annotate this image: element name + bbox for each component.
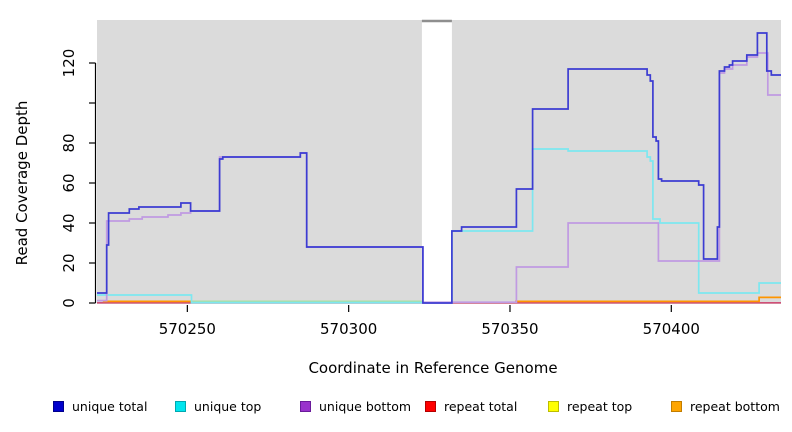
x-tick-label: 570250 [159, 320, 216, 338]
repeat-bottom-swatch-icon [671, 400, 682, 412]
y-axis: 0 20 40 60 80 120 [60, 49, 97, 308]
legend-item-repeat-bottom: repeat bottom [671, 398, 780, 414]
legend-label: unique bottom [319, 398, 412, 414]
x-tick-label: 570350 [481, 320, 538, 338]
unique-total-swatch-icon [53, 400, 64, 412]
x-axis-title: Coordinate in Reference Genome [308, 359, 557, 377]
y-tick-label: 0 [60, 298, 78, 308]
legend-item-unique-total: unique total [53, 398, 147, 414]
legend-label: unique top [194, 398, 262, 414]
series-line-repeat-bottom [515, 296, 781, 303]
series-line-unique-total [97, 32, 781, 304]
chart-legend: unique total unique top unique bottom re… [0, 398, 792, 416]
y-axis-title: Read Coverage Depth [13, 101, 31, 266]
y-tick-label: 60 [60, 173, 78, 192]
repeat-total-swatch-icon [425, 400, 436, 412]
x-axis: 570250 570300 570350 570400 [159, 305, 700, 338]
y-tick-label: 80 [60, 133, 78, 152]
unique-bottom-swatch-icon [300, 400, 311, 412]
legend-item-unique-top: unique top [175, 398, 261, 414]
y-tick-label: 40 [60, 213, 78, 232]
x-tick-label: 570300 [320, 320, 377, 338]
repeat-top-swatch-icon [548, 400, 559, 412]
x-tick-label: 570400 [643, 320, 700, 338]
legend-item-repeat-top: repeat top [548, 398, 632, 414]
legend-label: repeat top [567, 398, 633, 414]
unique-series-lines [97, 32, 781, 304]
legend-item-unique-bottom: unique bottom [300, 398, 411, 414]
y-tick-label: 20 [60, 253, 78, 272]
unique-top-swatch-icon [175, 400, 186, 412]
gap-band [421, 21, 452, 304]
legend-label: repeat total [444, 398, 518, 414]
legend-label: repeat bottom [690, 398, 780, 414]
legend-item-repeat-total: repeat total [425, 398, 517, 414]
legend-label: unique total [72, 398, 148, 414]
y-tick-label: 120 [60, 49, 78, 78]
